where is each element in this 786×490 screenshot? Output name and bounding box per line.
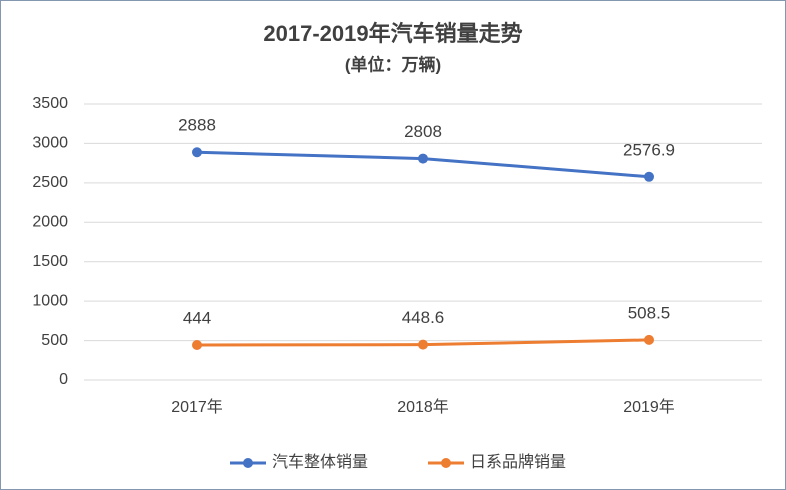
data-label: 508.5 [628, 303, 671, 322]
data-label: 444 [183, 308, 211, 327]
data-point [192, 147, 202, 158]
data-point [192, 339, 202, 350]
y-tick-label: 2500 [32, 174, 68, 191]
chart-title: 2017-2019年汽车销量走势 [263, 21, 522, 46]
legend-marker [441, 458, 451, 468]
y-tick-label: 1000 [32, 292, 68, 309]
x-tick-label: 2018年 [397, 398, 449, 416]
legend-label: 日系品牌销量 [470, 453, 566, 471]
legend-label: 汽车整体销量 [272, 453, 368, 471]
y-tick-label: 500 [41, 332, 68, 349]
y-tick-label: 3000 [32, 135, 68, 152]
data-point [418, 339, 428, 350]
data-label: 2888 [178, 116, 216, 135]
data-label: 448.6 [402, 308, 445, 327]
legend-marker [243, 458, 253, 468]
y-tick-label: 1500 [32, 253, 68, 270]
x-tick-label: 2019年 [623, 398, 675, 416]
y-tick-label: 3500 [32, 95, 68, 112]
data-label: 2576.9 [623, 140, 675, 159]
chart-subtitle: (单位：万辆) [345, 54, 441, 74]
data-point [644, 334, 654, 345]
x-tick-label: 2017年 [171, 398, 223, 416]
data-point [418, 153, 428, 164]
y-tick-label: 2000 [32, 214, 68, 231]
data-label: 2808 [404, 122, 442, 141]
y-tick-label: 0 [59, 371, 68, 388]
data-point [644, 171, 654, 182]
